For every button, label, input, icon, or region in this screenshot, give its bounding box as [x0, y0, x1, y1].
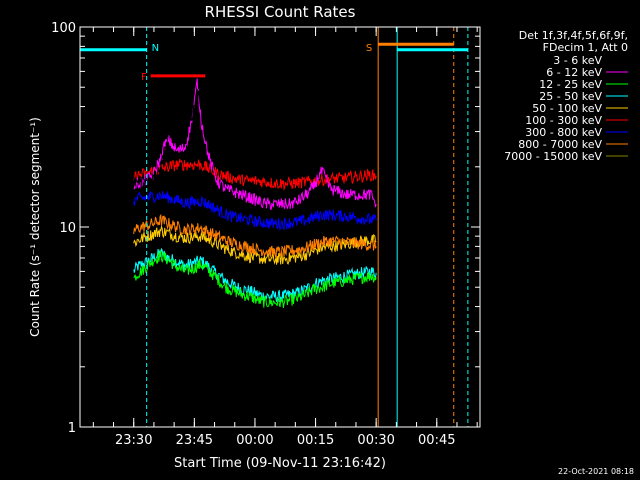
x-tick-label: 23:45: [176, 433, 213, 448]
legend-label: 12 - 25 keV: [539, 78, 602, 91]
marker-label: S: [366, 43, 372, 54]
legend-header-line-2: FDecim 1, Att 0: [543, 41, 628, 54]
x-tick-label: 00:15: [297, 433, 334, 448]
plot-area: N S F: [79, 27, 469, 427]
x-tick-label: 00:00: [236, 433, 273, 448]
series-line: [133, 158, 377, 191]
series-line: [133, 249, 377, 308]
legend-label: 300 - 800 keV: [525, 126, 602, 139]
legend-label: 100 - 300 keV: [525, 114, 602, 127]
legend-header-line-1: Det 1f,3f,4f,5f,6f,9f,: [519, 29, 628, 42]
y-tick-label: 1: [68, 421, 76, 436]
x-tick-label: 00:30: [357, 433, 394, 448]
series-line: [133, 213, 377, 260]
y-axis-label: Count Rate (s⁻¹ detector segment⁻¹): [28, 117, 42, 337]
x-axis-label: Start Time (09-Nov-11 23:16:42): [174, 456, 386, 471]
x-tick-label: 00:45: [418, 433, 455, 448]
footer-timestamp: 22-Oct-2021 08:18: [558, 467, 634, 476]
series-line: [133, 89, 377, 187]
series-line: [133, 78, 377, 211]
legend-label: 800 - 7000 keV: [518, 138, 602, 151]
series-line: [133, 190, 377, 232]
chart-title: RHESSI Count Rates: [205, 3, 356, 21]
marker-label: N: [152, 43, 159, 54]
legend-label: 25 - 50 keV: [539, 90, 602, 103]
legend: Det 1f,3f,4f,5f,6f,9f, FDecim 1, Att 0 3…: [504, 29, 628, 163]
interval-label: F: [141, 72, 147, 83]
y-tick-label: 10: [59, 221, 76, 236]
y-tick-label: 100: [51, 21, 76, 36]
legend-label: 3 - 6 keV: [553, 54, 602, 67]
x-axis: 23:30 23:45 00:00 00:15 00:30 00:45: [92, 27, 478, 448]
legend-label: 50 - 100 keV: [532, 102, 602, 115]
y-axis: 1 10 100: [51, 21, 480, 436]
legend-label: 7000 - 15000 keV: [504, 150, 602, 163]
legend-label: 6 - 12 keV: [546, 66, 602, 79]
x-tick-label: 23:30: [115, 433, 152, 448]
